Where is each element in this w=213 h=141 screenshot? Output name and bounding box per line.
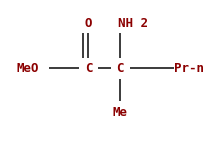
Text: NH 2: NH 2 bbox=[118, 17, 148, 30]
Text: Me: Me bbox=[113, 106, 128, 119]
Text: C: C bbox=[117, 62, 124, 75]
Text: O: O bbox=[85, 17, 92, 30]
Text: MeO: MeO bbox=[17, 62, 39, 75]
Text: Pr-n: Pr-n bbox=[174, 62, 204, 75]
Text: C: C bbox=[85, 62, 92, 75]
